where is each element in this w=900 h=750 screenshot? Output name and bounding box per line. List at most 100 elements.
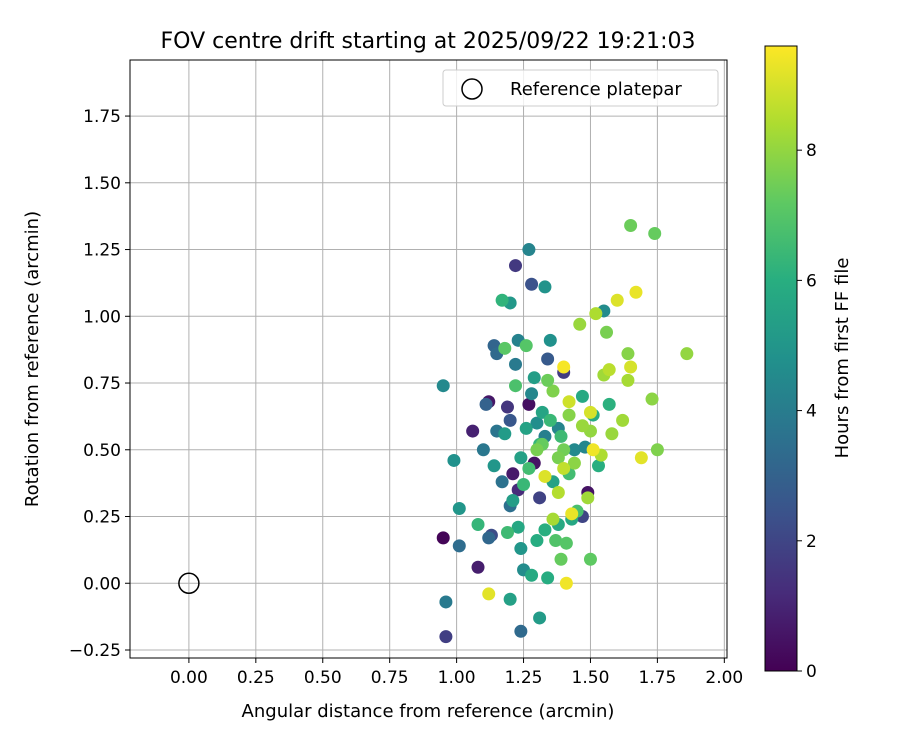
data-point: [479, 397, 493, 411]
data-point: [567, 456, 581, 470]
data-point: [447, 453, 461, 467]
data-point: [530, 416, 544, 430]
y-tick-label: 1.00: [83, 307, 121, 327]
data-point: [535, 405, 549, 419]
data-point: [575, 419, 589, 433]
data-point: [559, 536, 573, 550]
data-point: [546, 384, 560, 398]
colorbar-label: Hours from first FF file: [832, 258, 853, 459]
reference-marker-group: [178, 572, 200, 594]
data-point: [559, 576, 573, 590]
scatter-points: [436, 219, 694, 644]
data-point: [452, 539, 466, 553]
data-point: [602, 363, 616, 377]
colorbar-ticks: 0 2 4 6 8: [797, 141, 817, 682]
data-point: [602, 397, 616, 411]
y-tick-label: 0.50: [83, 441, 121, 461]
data-point: [591, 459, 605, 473]
data-point: [538, 469, 552, 483]
data-point: [624, 360, 638, 374]
legend-label-reference-platepar: Reference platepar: [510, 79, 682, 100]
data-point: [549, 534, 563, 548]
legend-reference-marker-icon: [461, 78, 483, 100]
data-point: [527, 371, 541, 385]
data-point: [511, 520, 525, 534]
data-point: [436, 379, 450, 393]
data-point: [514, 451, 528, 465]
data-point: [530, 534, 544, 548]
data-point: [530, 443, 544, 457]
colorbar-tick-label: 4: [806, 402, 817, 422]
colorbar-tick-label: 2: [806, 532, 817, 552]
data-point: [634, 451, 648, 465]
data-point: [573, 317, 587, 331]
data-point: [503, 413, 517, 427]
data-point: [551, 451, 565, 465]
data-point: [541, 352, 555, 366]
data-point: [621, 373, 635, 387]
data-point: [471, 518, 485, 532]
y-tick-label: 0.00: [83, 574, 121, 594]
data-point: [600, 325, 614, 339]
x-tick-label: 2.00: [705, 668, 743, 688]
x-tick-label: 1.00: [438, 668, 476, 688]
x-axis-ticks: 0.00 0.25 0.50 0.75 1.00 1.25 1.50 1.75 2.00: [170, 658, 743, 688]
data-point: [439, 630, 453, 644]
x-tick-label: 1.50: [572, 668, 610, 688]
x-tick-label: 1.75: [638, 668, 676, 688]
data-point: [509, 379, 523, 393]
data-point: [498, 427, 512, 441]
y-tick-label: 1.75: [83, 107, 121, 127]
data-point: [500, 400, 514, 414]
data-point: [650, 443, 664, 457]
data-point: [525, 568, 539, 582]
data-point: [517, 477, 531, 491]
data-point: [557, 461, 571, 475]
colorbar-tick-label: 0: [806, 662, 817, 682]
x-tick-label: 0.75: [371, 668, 409, 688]
data-point: [586, 443, 600, 457]
chart-title: FOV centre drift starting at 2025/09/22 …: [161, 29, 696, 54]
data-point: [551, 485, 565, 499]
data-point: [514, 542, 528, 556]
data-point: [439, 595, 453, 609]
data-point: [495, 293, 509, 307]
data-point: [519, 421, 533, 435]
data-point: [533, 611, 547, 625]
data-point: [629, 285, 643, 299]
data-point: [482, 587, 496, 601]
grid-lines: [130, 60, 727, 658]
data-point: [525, 387, 539, 401]
data-point: [538, 280, 552, 294]
reference-platepar-marker: [178, 572, 200, 594]
data-point: [541, 571, 555, 585]
data-point: [471, 560, 485, 574]
colorbar: [764, 45, 798, 672]
data-point: [583, 552, 597, 566]
colorbar-tick-label: 8: [806, 141, 817, 161]
data-point: [554, 429, 568, 443]
data-point: [554, 552, 568, 566]
data-point: [525, 277, 539, 291]
data-point: [605, 427, 619, 441]
legend: Reference platepar: [442, 69, 719, 107]
data-point: [557, 360, 571, 374]
data-point: [583, 405, 597, 419]
data-point: [680, 347, 694, 361]
y-tick-label: 0.25: [83, 508, 121, 528]
data-point: [575, 389, 589, 403]
data-point: [522, 243, 536, 257]
y-tick-label: 1.50: [83, 174, 121, 194]
y-axis-ticks: −0.25 0.00 0.25 0.50 0.75 1.00 1.25 1.50 1.75: [69, 107, 130, 661]
data-point: [519, 339, 533, 353]
y-tick-label: −0.25: [69, 641, 121, 661]
data-point: [503, 592, 517, 606]
data-point: [616, 413, 630, 427]
x-tick-label: 1.25: [505, 668, 543, 688]
data-point: [498, 341, 512, 355]
x-tick-label: 0.50: [304, 668, 342, 688]
y-tick-label: 0.75: [83, 374, 121, 394]
data-point: [567, 443, 581, 457]
data-point: [482, 531, 496, 545]
data-point: [543, 333, 557, 347]
